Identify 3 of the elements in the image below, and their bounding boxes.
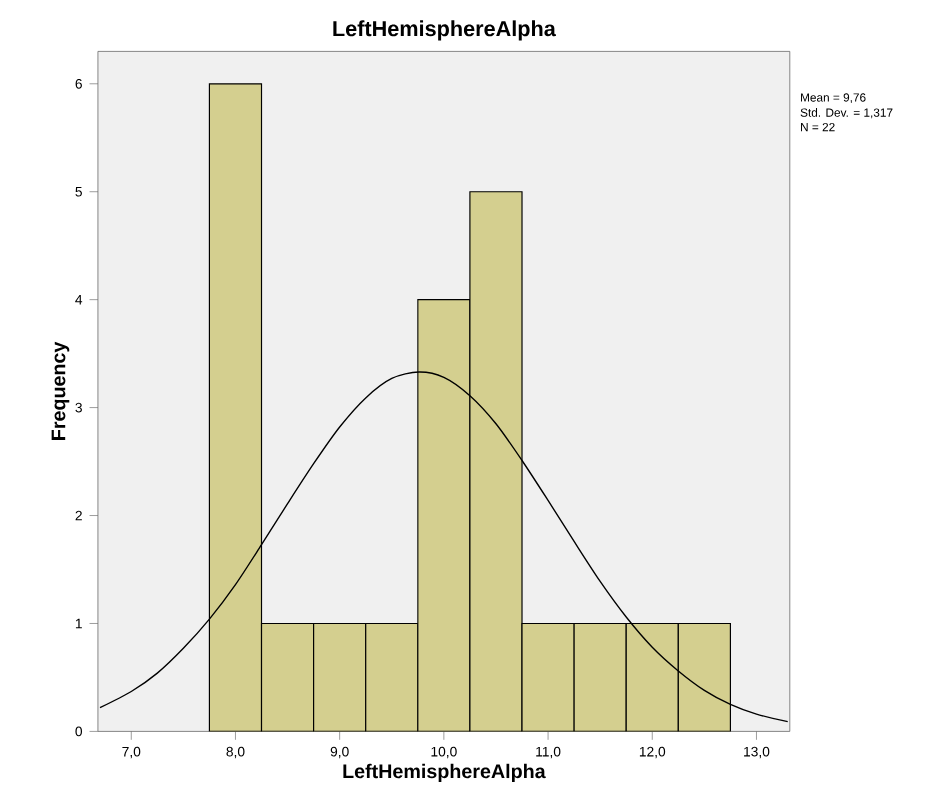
x-axis-title: LeftHemisphereAlpha bbox=[343, 763, 546, 782]
chart-title: LeftHemisphereAlpha bbox=[333, 20, 556, 41]
y-axis-title: Frequency bbox=[51, 341, 70, 440]
